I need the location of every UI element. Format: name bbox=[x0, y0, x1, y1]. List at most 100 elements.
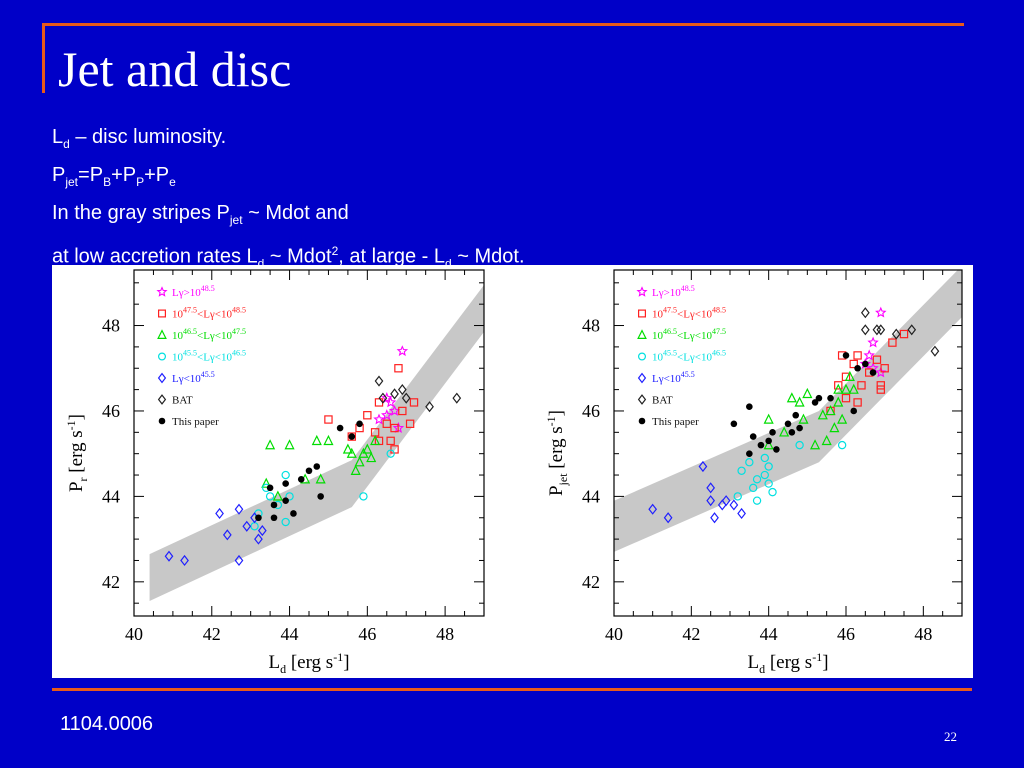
y-tick-label: 46 bbox=[102, 401, 120, 421]
data-point-gamma_47_5_48_5 bbox=[347, 432, 356, 441]
data-point-gamma_47_5_48_5 bbox=[390, 423, 399, 433]
data-point-gamma_45_5_46_5 bbox=[760, 470, 770, 480]
data-point-gamma_lt_45_5 bbox=[234, 554, 244, 567]
x-axis-label-unit: [erg s bbox=[286, 652, 333, 673]
data-point-gamma_47_5_48_5 bbox=[888, 338, 897, 347]
legend-text: 10 bbox=[652, 352, 664, 364]
legend-exponent: 45.5 bbox=[681, 370, 695, 379]
data-point-this_paper bbox=[290, 510, 297, 517]
data-point-this_paper bbox=[270, 514, 278, 522]
data-point-gamma_lt_45_5 bbox=[698, 460, 708, 473]
data-point-gamma_46_5_47_5 bbox=[763, 413, 774, 424]
data-point-this_paper bbox=[842, 352, 850, 359]
legend-exponent-2: 48.5 bbox=[232, 306, 246, 315]
legend-marker-gamma_45_5_46_5 bbox=[157, 352, 166, 361]
data-point-bat bbox=[907, 324, 917, 336]
data-point-gamma_lt_45_5 bbox=[663, 512, 673, 524]
legend-label-gamma_lt_45_5: Lγ<1045.5 bbox=[652, 370, 695, 385]
data-point-gamma_46_5_47_5 bbox=[315, 473, 326, 484]
x-axis-label-sup: -1 bbox=[812, 650, 822, 664]
y-tick-label: 48 bbox=[582, 316, 600, 336]
legend-text-2: <Lγ<10 bbox=[677, 352, 712, 364]
data-point-this_paper bbox=[769, 429, 776, 436]
x-axis-label-end: ] bbox=[822, 652, 828, 673]
data-point-gamma_47_5_48_5 bbox=[834, 381, 843, 390]
data-point-gamma_47_5_48_5 bbox=[386, 436, 395, 446]
legend-label-gamma_gt_48_5: Lγ>1048.5 bbox=[172, 284, 215, 299]
data-point-this_paper bbox=[796, 424, 803, 432]
data-point-bat bbox=[378, 392, 388, 404]
data-point-gamma_46_5_47_5 bbox=[261, 477, 272, 488]
data-point-bat bbox=[872, 324, 882, 336]
x-tick-label: 44 bbox=[760, 624, 778, 644]
data-point-gamma_46_5_47_5 bbox=[844, 370, 855, 381]
data-point-this_paper bbox=[297, 476, 305, 483]
legend-exponent: 48.5 bbox=[681, 284, 695, 293]
bullet-line-2: Pjet=PB+PP+Pe bbox=[52, 164, 176, 189]
data-point-gamma_gt_48_5 bbox=[875, 366, 887, 378]
legend-text: 10 bbox=[172, 309, 184, 321]
legend-exponent: 46.5 bbox=[663, 327, 677, 336]
data-point-bat bbox=[860, 307, 870, 319]
x-axis-label-end: ] bbox=[343, 652, 349, 673]
legend-marker-bat bbox=[637, 394, 647, 405]
legend-marker-gamma_47_5_48_5 bbox=[637, 309, 646, 318]
data-point-gamma_46_5_47_5 bbox=[833, 396, 844, 407]
legend-marker-gamma_47_5_48_5 bbox=[157, 309, 166, 318]
data-point-this_paper bbox=[827, 394, 834, 402]
data-point-gamma_47_5_48_5 bbox=[876, 385, 886, 394]
x-axis-label-main: L bbox=[268, 652, 280, 673]
data-point-gamma_46_5_47_5 bbox=[798, 413, 809, 424]
legend-label-bat: BAT bbox=[172, 395, 193, 407]
x-tick-label: 40 bbox=[605, 624, 623, 644]
legend-text-2: <Lγ<10 bbox=[677, 309, 712, 321]
data-point-gamma_47_5_48_5 bbox=[382, 419, 391, 428]
legend-text: 10 bbox=[172, 330, 184, 342]
data-point-gamma_47_5_48_5 bbox=[853, 398, 862, 407]
legend-text: Lγ>10 bbox=[652, 287, 681, 299]
data-point-gamma_45_5_46_5 bbox=[795, 440, 804, 450]
legend-label-gamma_gt_48_5: Lγ>1048.5 bbox=[652, 284, 695, 299]
y-axis-label: Pjet [erg s-1] bbox=[544, 410, 570, 496]
legend-label-gamma_46_5_47_5: 1046.5<Lγ<1047.5 bbox=[652, 327, 726, 342]
x-tick-label: 48 bbox=[436, 624, 454, 644]
data-point-gamma_45_5_46_5 bbox=[764, 462, 773, 471]
legend-text-2: <Lγ<10 bbox=[197, 309, 232, 321]
data-point-this_paper bbox=[305, 467, 313, 475]
data-point-gamma_46_5_47_5 bbox=[840, 383, 852, 394]
y-axis-label-main: P bbox=[66, 481, 87, 492]
data-point-gamma_46_5_47_5 bbox=[265, 439, 276, 450]
data-point-gamma_45_5_46_5 bbox=[281, 470, 290, 480]
legend-exponent: 45.5 bbox=[663, 349, 677, 358]
legend-text: BAT bbox=[172, 395, 193, 407]
legend-text-2: <Lγ<10 bbox=[677, 330, 712, 342]
x-axis-label: Ld [erg s-1] bbox=[268, 650, 349, 676]
legend-text: 10 bbox=[652, 330, 664, 342]
legend-exponent-2: 48.5 bbox=[712, 306, 726, 315]
data-point-this_paper bbox=[356, 420, 363, 428]
y-axis-label-end: ] bbox=[546, 410, 567, 416]
legend-exponent: 47.5 bbox=[663, 306, 677, 315]
legend-marker-this_paper bbox=[158, 417, 166, 425]
data-point-gamma_45_5_46_5 bbox=[768, 487, 777, 497]
data-point-gamma_46_5_47_5 bbox=[809, 439, 821, 450]
y-tick-label: 42 bbox=[582, 572, 600, 592]
data-point-gamma_47_5_48_5 bbox=[880, 364, 889, 373]
legend-label-gamma_lt_45_5: Lγ<1045.5 bbox=[172, 370, 215, 385]
data-point-gamma_46_5_47_5 bbox=[342, 443, 353, 454]
legend-text: Lγ<10 bbox=[652, 373, 681, 385]
x-tick-label: 42 bbox=[203, 624, 221, 644]
legend-marker-gamma_lt_45_5 bbox=[637, 372, 647, 384]
data-point-gamma_47_5_48_5 bbox=[363, 411, 372, 420]
data-point-gamma_46_5_47_5 bbox=[323, 434, 334, 446]
data-point-bat bbox=[397, 384, 407, 396]
y-tick-label: 42 bbox=[102, 572, 120, 592]
data-point-gamma_47_5_48_5 bbox=[405, 419, 415, 428]
data-point-gamma_46_5_47_5 bbox=[829, 422, 840, 433]
data-point-gamma_46_5_47_5 bbox=[366, 452, 377, 463]
legend-exponent: 47.5 bbox=[183, 306, 197, 315]
legend-text: 10 bbox=[172, 352, 184, 364]
legend-exponent: 46.5 bbox=[183, 327, 197, 336]
